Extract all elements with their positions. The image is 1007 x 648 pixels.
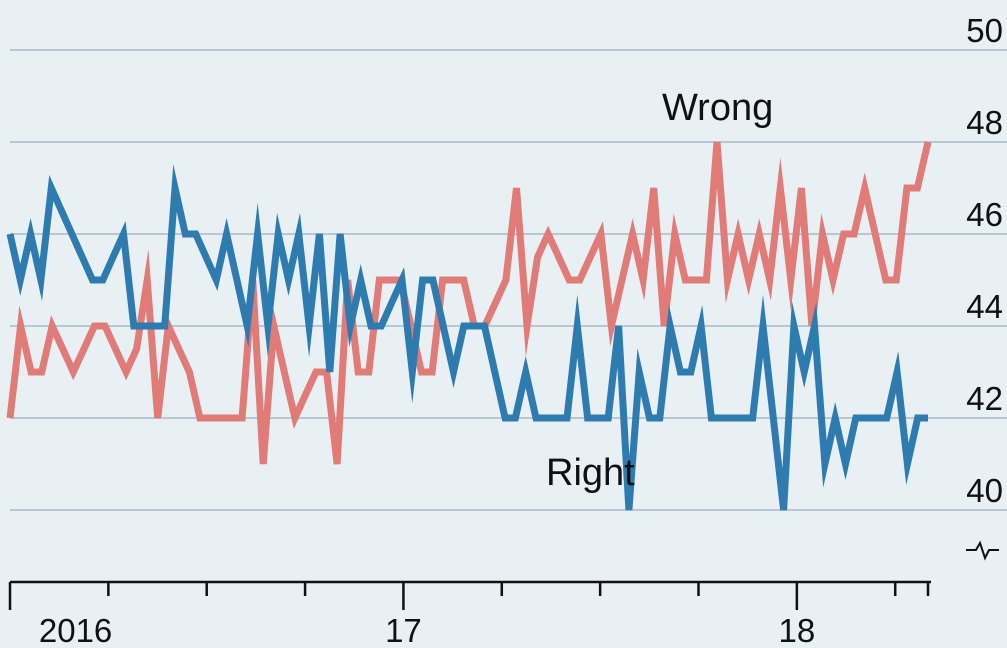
- x-tick-label: 17: [385, 612, 422, 648]
- axis-break-icon: [966, 540, 999, 561]
- y-tick-label: 46: [966, 196, 1003, 233]
- x-tick-label: 2016: [39, 612, 112, 648]
- y-tick-label: 40: [966, 472, 1003, 509]
- series-line-right: [6, 164, 928, 511]
- x-axis: 2016 17 18: [8, 580, 931, 648]
- x-tick-label: 18: [778, 612, 815, 648]
- series-line-wrong: [6, 141, 932, 465]
- y-tick-label: 42: [966, 380, 1003, 417]
- gridlines: [10, 49, 1007, 511]
- series-lines: [6, 141, 932, 511]
- y-tick-label: 48: [966, 104, 1003, 141]
- y-axis-tick-labels: 40 42 44 46 48 50: [966, 12, 1003, 509]
- y-tick-label: 50: [966, 12, 1003, 49]
- series-label-right: Right: [546, 452, 635, 494]
- series-label-wrong: Wrong: [662, 87, 773, 129]
- y-tick-label: 44: [966, 288, 1003, 325]
